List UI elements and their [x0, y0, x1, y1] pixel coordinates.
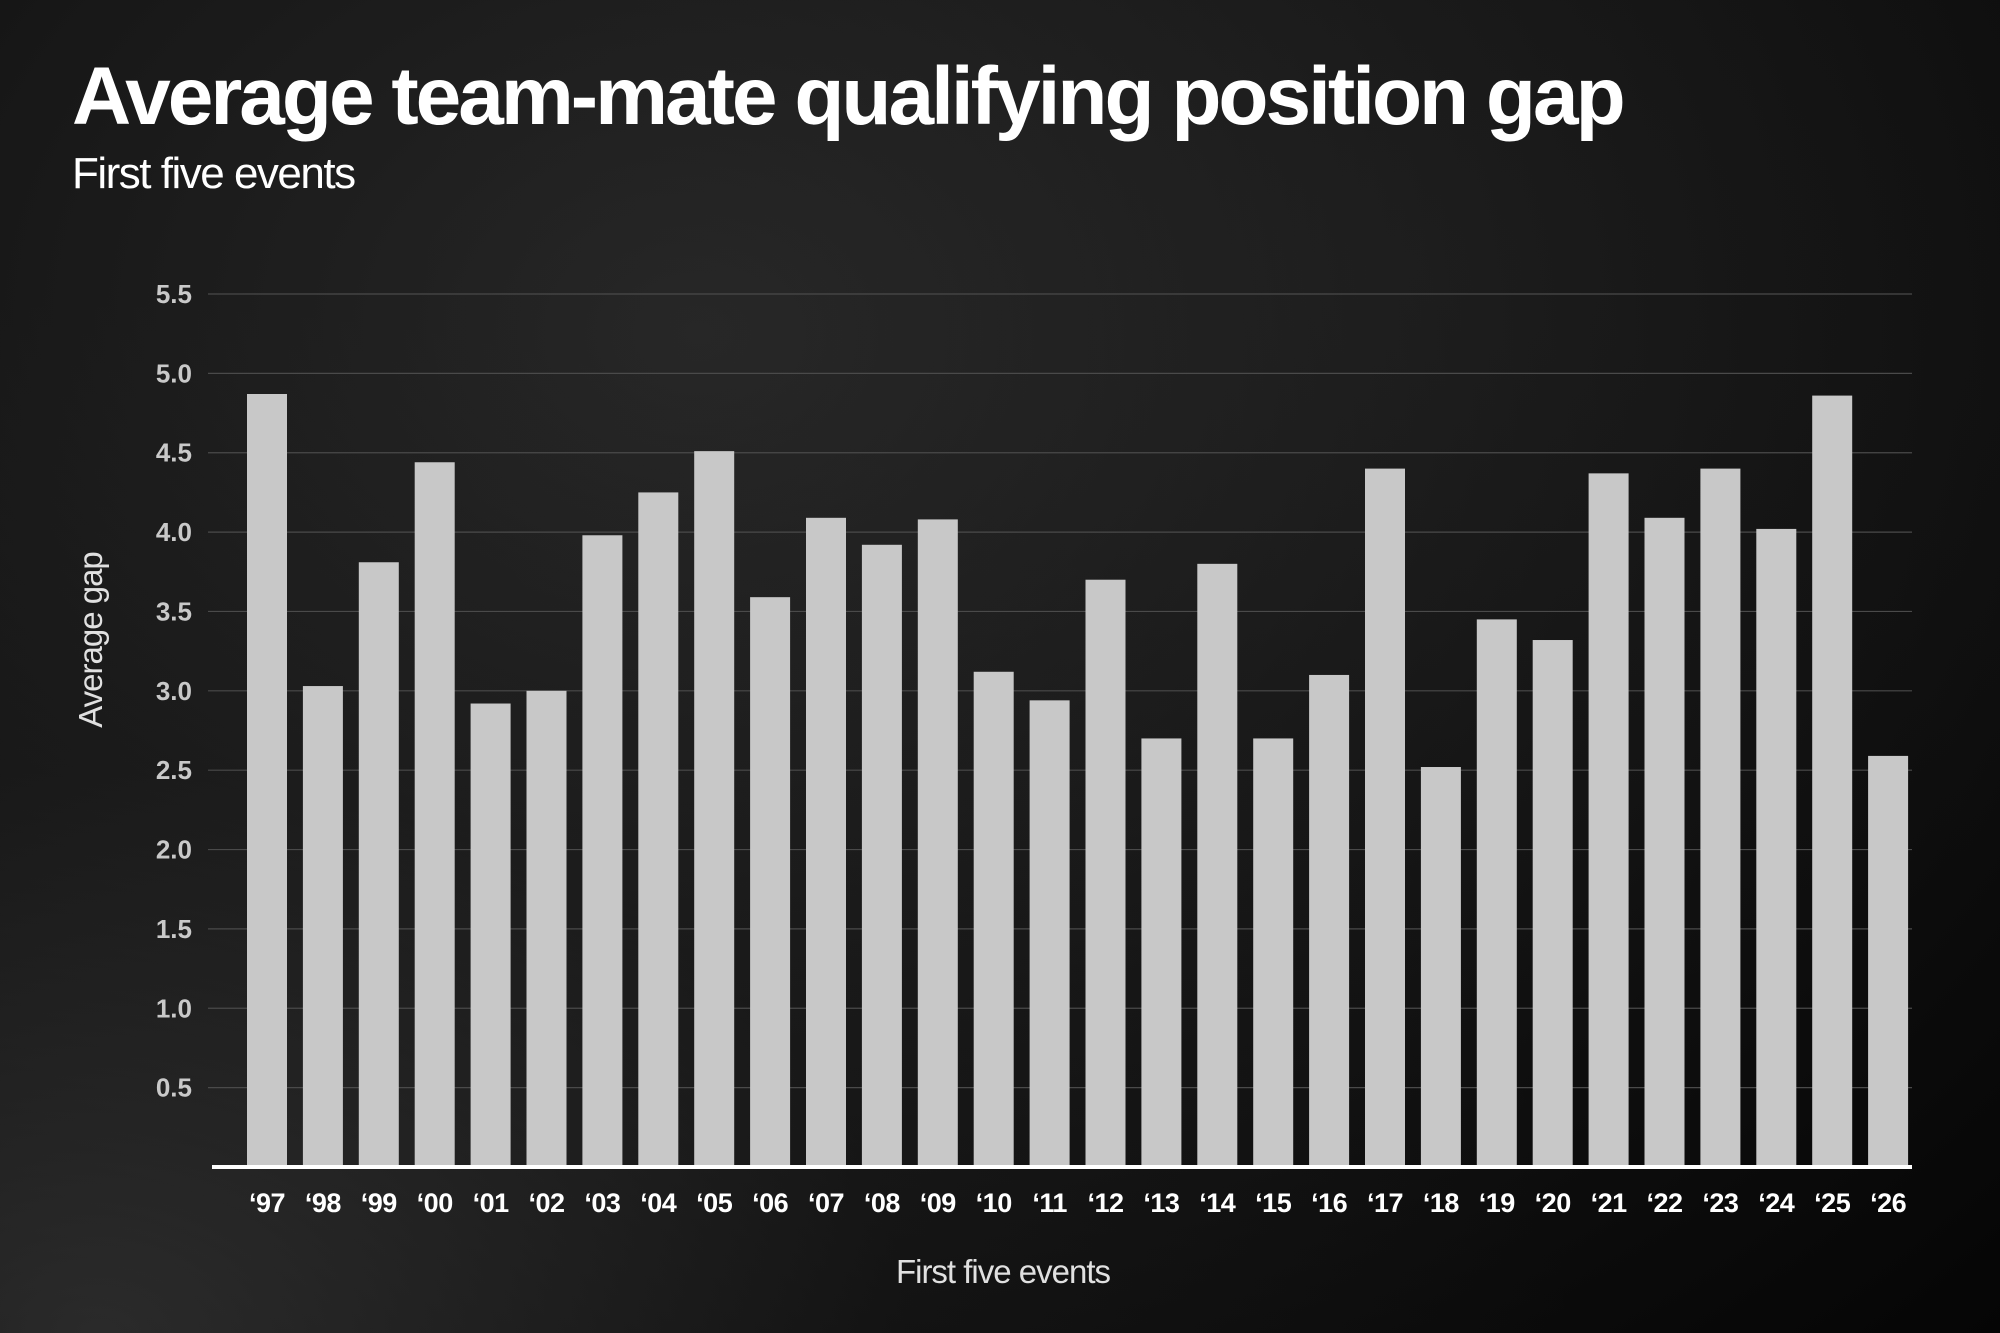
bar [1420, 767, 1461, 1167]
x-tick-label: ‘25 [1814, 1188, 1851, 1218]
x-tick-label: ‘08 [864, 1188, 901, 1218]
bar [638, 492, 679, 1168]
bar [973, 671, 1014, 1167]
x-tick-label: ‘26 [1870, 1188, 1907, 1218]
bar [806, 517, 846, 1167]
y-tick-label: 5.5 [156, 279, 192, 309]
y-tick-label: 2.0 [156, 835, 192, 865]
x-tick-label: ‘98 [305, 1188, 342, 1218]
x-tick-label: ‘00 [417, 1188, 453, 1218]
x-tick-label: ‘09 [920, 1188, 957, 1218]
bar [694, 451, 735, 1167]
bar [358, 562, 399, 1167]
x-tick-label: ‘14 [1199, 1188, 1236, 1218]
x-axis-ticks: ‘97 ‘98 ‘99 ‘00 ‘01 ‘02 ‘03 ‘04 ‘05 ‘06 ‘07 ‘08 ‘09 ‘… [249, 1188, 1907, 1218]
y-axis-ticks: 0.5 1.0 1.5 2.0 2.5 3.0 3.5 4.0 4.5 5.0 5.5 [156, 279, 192, 1103]
bar [1309, 674, 1350, 1167]
x-tick-label: ‘18 [1423, 1188, 1460, 1218]
x-tick-label: ‘02 [528, 1188, 564, 1218]
bar [1868, 755, 1909, 1167]
x-tick-label: ‘11 [1032, 1188, 1067, 1218]
x-tick-label: ‘10 [976, 1188, 1012, 1218]
x-axis-label: First five events [896, 1253, 1111, 1290]
x-tick-label: ‘23 [1702, 1188, 1739, 1218]
x-tick-label: ‘12 [1087, 1188, 1123, 1218]
bar [861, 544, 902, 1167]
x-tick-label: ‘05 [696, 1188, 733, 1218]
bar [1141, 738, 1182, 1167]
x-tick-label: ‘16 [1311, 1188, 1348, 1218]
bar [1365, 468, 1405, 1168]
chart-title: Average team-mate qualifying position ga… [72, 51, 1626, 142]
y-tick-label: 1.0 [156, 993, 192, 1023]
x-tick-label: ‘20 [1535, 1188, 1571, 1218]
bar [247, 393, 287, 1167]
bars [247, 393, 1909, 1168]
y-tick-label: 3.5 [156, 596, 192, 626]
x-tick-label: ‘22 [1646, 1188, 1682, 1218]
y-tick-label: 1.5 [156, 914, 192, 944]
y-tick-label: 4.0 [156, 517, 192, 547]
bar [1700, 468, 1741, 1168]
bar [1197, 563, 1238, 1167]
bar [1029, 700, 1070, 1167]
bar [1532, 640, 1573, 1167]
x-tick-label: ‘17 [1367, 1188, 1403, 1218]
x-tick-label: ‘01 [473, 1188, 510, 1218]
x-tick-label: ‘97 [249, 1188, 285, 1218]
bar [1253, 738, 1294, 1167]
chart-subtitle: First five events [72, 149, 356, 198]
y-tick-label: 0.5 [156, 1073, 192, 1103]
bar [1756, 528, 1797, 1167]
bar [917, 519, 958, 1167]
y-tick-label: 3.0 [156, 676, 192, 706]
bar [1812, 395, 1853, 1167]
bar [414, 462, 455, 1167]
x-tick-label: ‘13 [1143, 1188, 1180, 1218]
x-tick-label: ‘99 [361, 1188, 398, 1218]
x-tick-label: ‘21 [1591, 1188, 1628, 1218]
bar [582, 535, 623, 1167]
x-tick-label: ‘06 [752, 1188, 789, 1218]
y-tick-label: 5.0 [156, 358, 192, 388]
x-tick-label: ‘15 [1255, 1188, 1292, 1218]
bar [1476, 619, 1517, 1167]
bar [1644, 517, 1685, 1167]
x-tick-label: ‘07 [808, 1188, 844, 1218]
x-tick-label: ‘24 [1758, 1188, 1795, 1218]
y-axis-label: Average gap [72, 552, 109, 728]
x-tick-label: ‘19 [1479, 1188, 1516, 1218]
y-tick-label: 2.5 [156, 755, 192, 785]
bar [470, 703, 511, 1167]
x-tick-label: ‘03 [584, 1188, 621, 1218]
bar [302, 686, 343, 1167]
bar [1085, 579, 1126, 1167]
bar [526, 690, 567, 1167]
bar [750, 597, 791, 1167]
x-tick-label: ‘04 [640, 1188, 677, 1218]
y-tick-label: 4.5 [156, 438, 192, 468]
bar [1588, 473, 1629, 1167]
